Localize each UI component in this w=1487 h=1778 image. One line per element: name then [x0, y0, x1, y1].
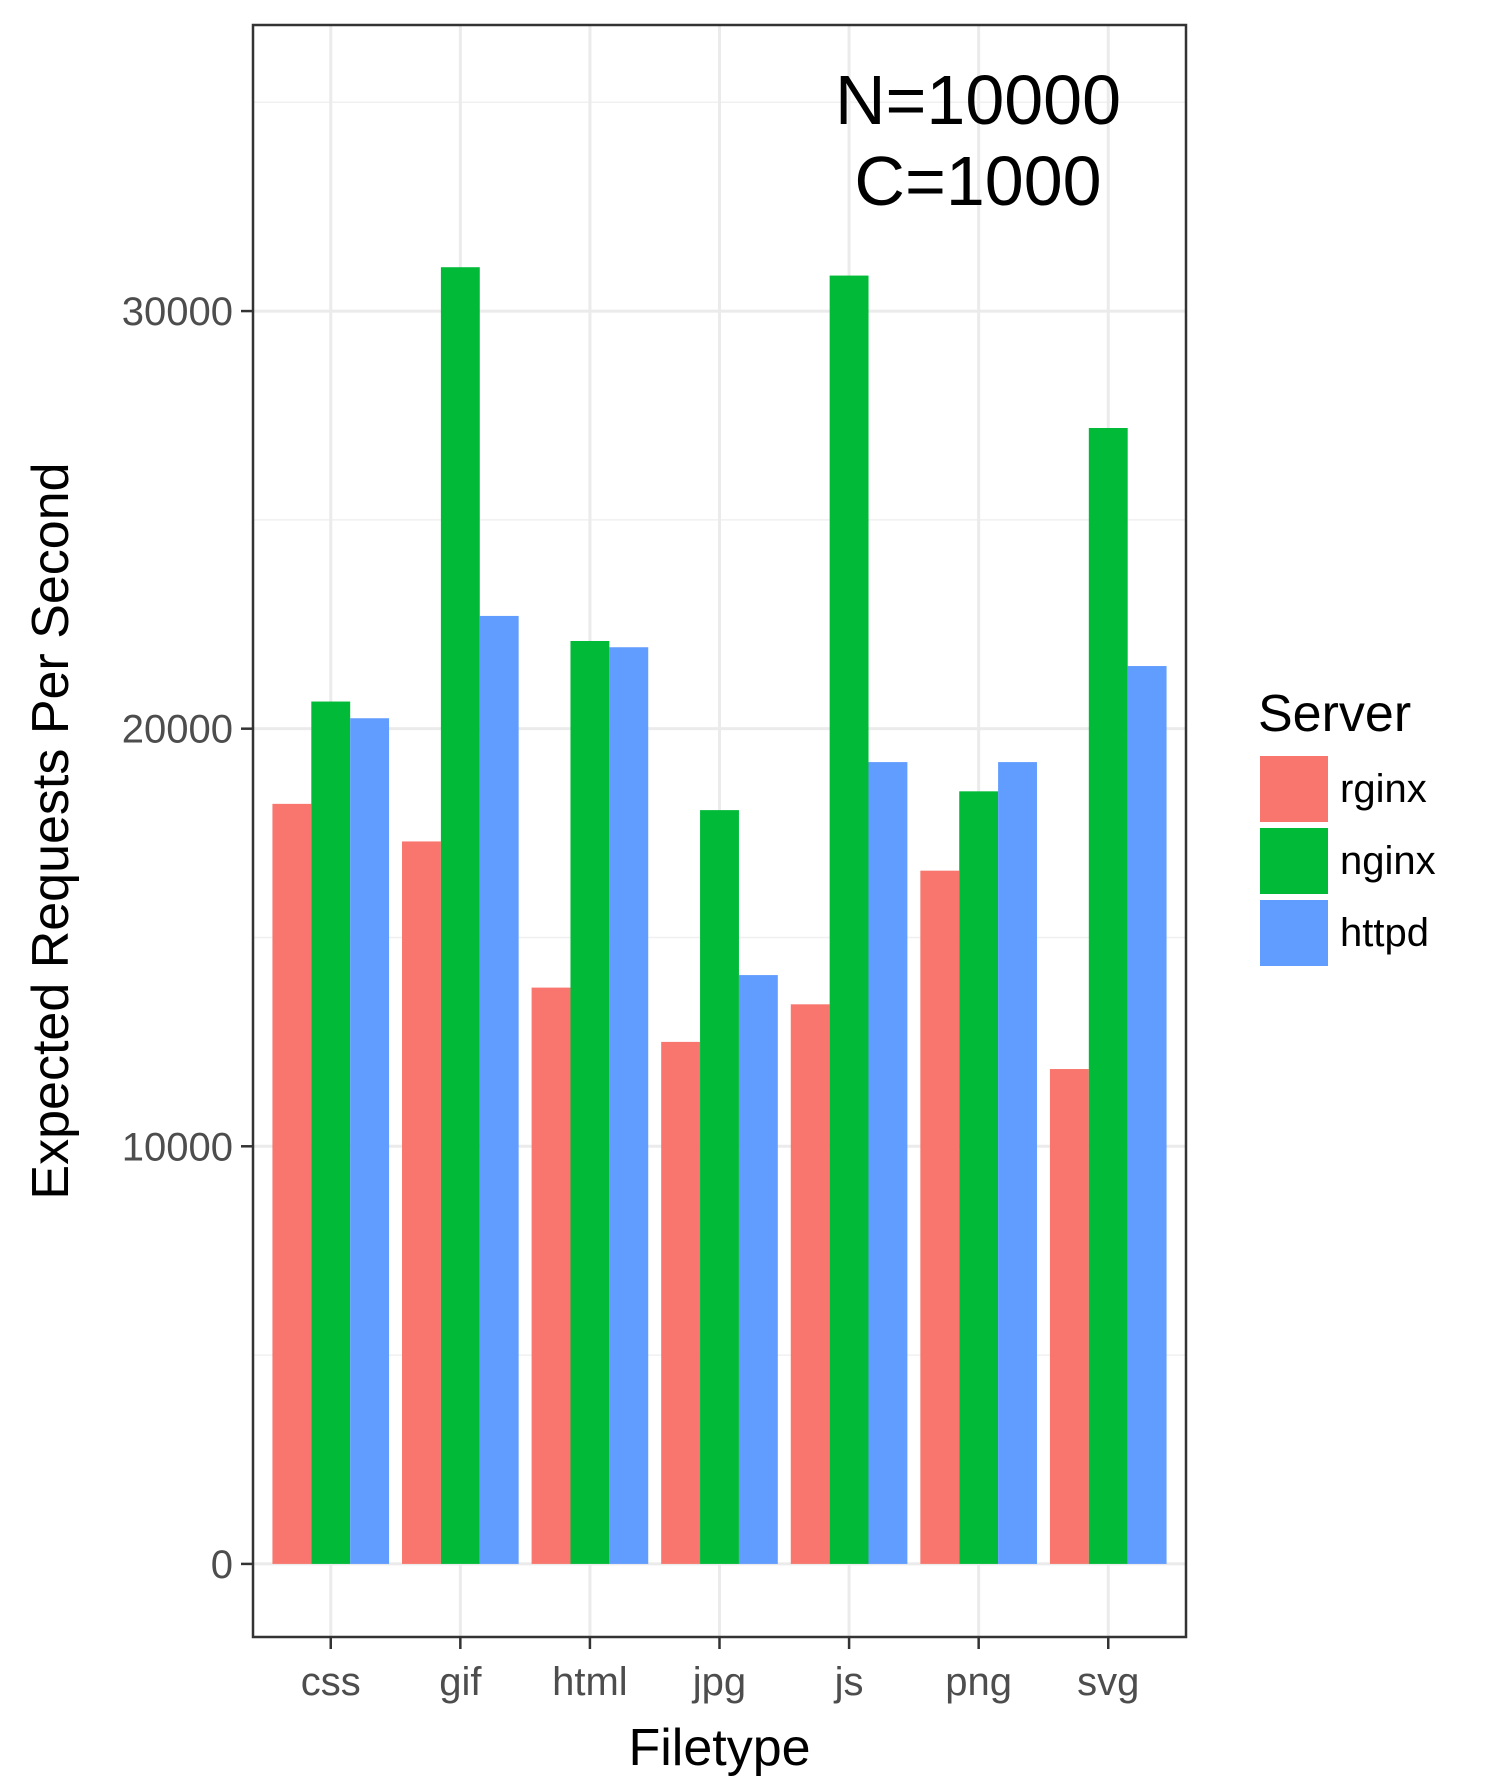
bar-jpg-nginx [700, 810, 739, 1564]
legend-swatch-nginx [1260, 828, 1328, 894]
bar-png-nginx [959, 791, 999, 1564]
y-axis-title: Expected Requests Per Second [22, 462, 80, 1199]
bar-gif-httpd [479, 615, 519, 1564]
bar-css-rginx [272, 803, 312, 1564]
x-tick-label: png [945, 1660, 1012, 1704]
x-tick-label: jpg [692, 1660, 746, 1704]
bar-png-httpd [998, 762, 1037, 1564]
y-tick-label: 10000 [122, 1125, 233, 1169]
legend-label-httpd: httpd [1340, 911, 1429, 955]
bar-css-httpd [350, 718, 390, 1564]
bar-html-httpd [609, 647, 649, 1564]
x-axis-title: Filetype [628, 1719, 810, 1777]
x-tick-label: html [552, 1660, 628, 1704]
bar-css-nginx [311, 701, 351, 1564]
legend-items: rginx nginx httpd [1260, 756, 1436, 966]
legend-title: Server [1258, 685, 1411, 743]
y-tick-label: 30000 [122, 290, 233, 334]
y-tick-label: 20000 [122, 708, 233, 752]
bar-svg-httpd [1127, 666, 1167, 1564]
x-tick-label: svg [1077, 1660, 1139, 1704]
legend-swatch-httpd [1260, 900, 1328, 966]
bar-js-rginx [790, 1004, 830, 1564]
legend-label-nginx: nginx [1340, 839, 1436, 883]
bar-gif-nginx [440, 267, 480, 1564]
bar-svg-rginx [1049, 1069, 1089, 1564]
axes: 0 10000 20000 30000 css gif html jpg js png svg [122, 290, 1140, 1704]
legend-swatch-rginx [1260, 756, 1328, 822]
legend-label-rginx: rginx [1340, 767, 1427, 811]
bar-html-rginx [531, 987, 571, 1564]
bar-jpg-httpd [738, 975, 778, 1564]
bar-html-nginx [570, 640, 610, 1564]
bar-svg-nginx [1088, 428, 1128, 1564]
bar-png-rginx [920, 870, 960, 1564]
bar-js-nginx [829, 275, 869, 1564]
y-tick-label: 0 [211, 1543, 233, 1587]
annotation-n: N=10000 [835, 61, 1121, 139]
x-tick-label: js [834, 1660, 864, 1704]
bar-js-httpd [868, 762, 908, 1564]
annotation-c: C=1000 [854, 142, 1101, 220]
bar-jpg-rginx [661, 1041, 701, 1564]
bars [272, 267, 1167, 1564]
x-tick-label: css [301, 1660, 361, 1704]
legend: Server rginx nginx httpd [1258, 685, 1436, 966]
x-tick-label: gif [439, 1660, 482, 1704]
bar-gif-rginx [402, 841, 441, 1564]
